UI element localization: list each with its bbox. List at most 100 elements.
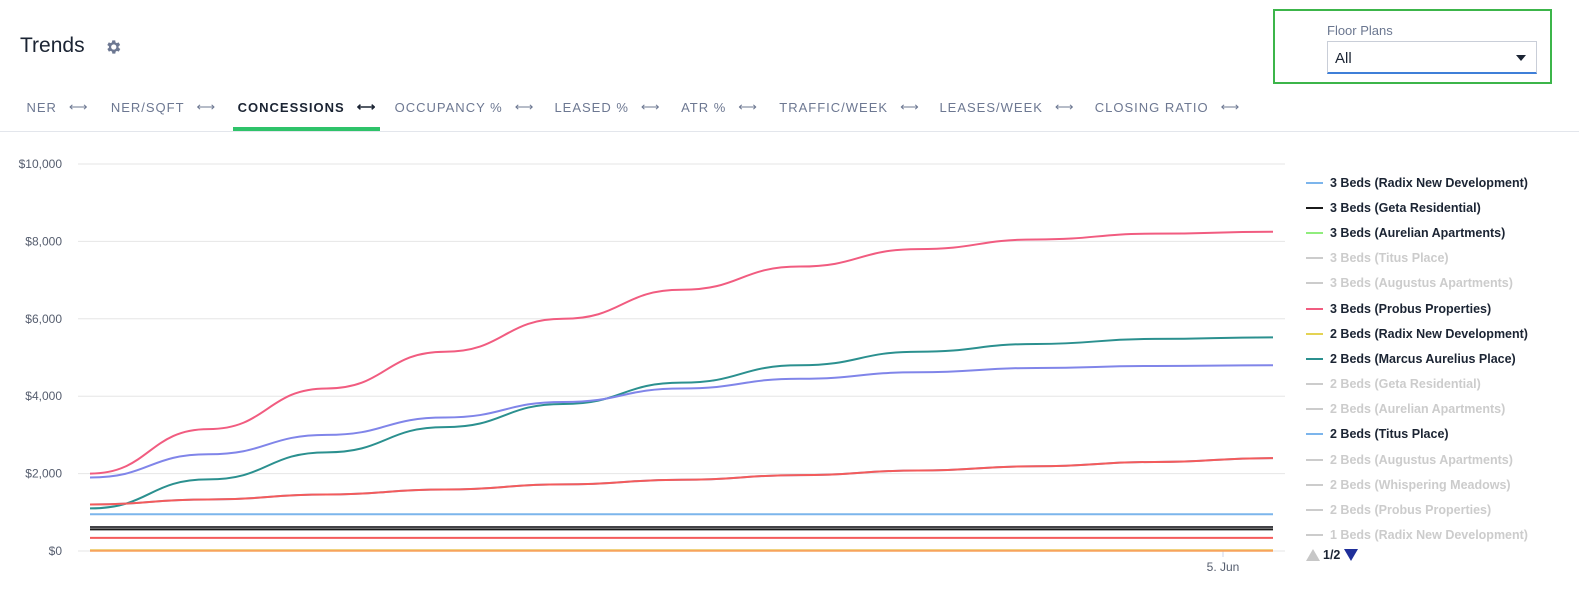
series-line-2[interactable] xyxy=(89,364,1274,479)
left-right-arrow-icon: ⟷ xyxy=(640,99,660,114)
legend-page-down-icon[interactable] xyxy=(1344,549,1359,561)
legend-item[interactable]: 1 Beds (Radix New Development) xyxy=(1306,523,1566,548)
legend-item[interactable]: 3 Beds (Probus Properties) xyxy=(1306,296,1566,321)
tab-concessions[interactable]: CONCESSIONS ⟷ xyxy=(233,85,380,131)
tab-label: NER/SQFT xyxy=(110,99,185,115)
gear-icon[interactable] xyxy=(104,38,122,56)
legend-pager: 1/2 xyxy=(1306,548,1359,562)
tab-leased[interactable]: LEASED % ⟷ xyxy=(549,85,665,129)
series-line-4[interactable] xyxy=(89,457,1274,506)
legend-swatch xyxy=(1306,307,1323,310)
left-right-arrow-icon: ⟷ xyxy=(738,99,757,114)
metric-tabs: NER ⟷ NER/SQFT ⟷ CONCESSIONS ⟷ OCCUPANCY % ⟷… xyxy=(0,85,1579,132)
legend-item[interactable]: 3 Beds (Aurelian Apartments) xyxy=(1306,220,1566,245)
chart-legend: 3 Beds (Radix New Development) 3 Beds (Ge… xyxy=(1306,170,1566,548)
legend-label: 2 Beds (Augustus Apartments) xyxy=(1330,452,1513,467)
page-title-text: Trends xyxy=(20,34,85,57)
legend-swatch xyxy=(1306,408,1323,411)
legend-label: 1 Beds (Radix New Development) xyxy=(1330,528,1528,543)
tab-label: NER xyxy=(26,99,57,115)
left-right-arrow-icon: ⟷ xyxy=(196,99,216,114)
chart-grid xyxy=(78,163,1285,552)
tab-label: CONCESSIONS xyxy=(237,99,345,115)
tab-occupancy[interactable]: OCCUPANCY % ⟷ xyxy=(389,85,539,129)
legend-swatch xyxy=(1306,534,1323,537)
legend-label: 3 Beds (Probus Properties) xyxy=(1330,301,1492,316)
legend-page-indicator: 1/2 xyxy=(1323,548,1341,562)
legend-label: 3 Beds (Augustus Apartments) xyxy=(1330,276,1513,291)
legend-label: 2 Beds (Whispering Meadows) xyxy=(1330,477,1511,492)
y-tick-label: $4,000 xyxy=(25,389,62,403)
legend-swatch xyxy=(1306,206,1323,209)
legend-label: 2 Beds (Marcus Aurelius Place) xyxy=(1330,351,1516,366)
legend-page-up-icon[interactable] xyxy=(1306,549,1320,561)
legend-item[interactable]: 3 Beds (Geta Residential) xyxy=(1306,195,1566,220)
legend-label: 2 Beds (Probus Properties) xyxy=(1330,503,1492,518)
y-tick-label: $8,000 xyxy=(25,234,62,248)
legend-swatch xyxy=(1306,458,1323,461)
legend-item[interactable]: 2 Beds (Radix New Development) xyxy=(1306,321,1566,346)
tab-label: LEASES/WEEK xyxy=(939,99,1043,115)
x-axis-labels: 5. Jun xyxy=(1207,551,1240,574)
tab-label: CLOSING RATIO xyxy=(1094,99,1209,115)
legend-swatch xyxy=(1306,433,1323,436)
legend-label: 2 Beds (Titus Place) xyxy=(1330,427,1449,442)
tab-closing-ratio[interactable]: CLOSING RATIO ⟷ xyxy=(1090,85,1244,129)
left-right-arrow-icon: ⟷ xyxy=(514,99,534,114)
legend-label: 2 Beds (Geta Residential) xyxy=(1330,377,1481,392)
legend-label: 3 Beds (Radix New Development) xyxy=(1330,175,1528,190)
legend-item[interactable]: 2 Beds (Probus Properties) xyxy=(1306,497,1566,522)
left-right-arrow-icon: ⟷ xyxy=(1054,99,1074,114)
legend-swatch xyxy=(1306,509,1323,512)
chart-series xyxy=(89,230,1274,552)
legend-item[interactable]: 2 Beds (Whispering Meadows) xyxy=(1306,472,1566,497)
series-line-1[interactable] xyxy=(89,336,1274,510)
y-tick-label: $2,000 xyxy=(25,467,62,481)
series-line-0[interactable] xyxy=(89,230,1274,475)
x-tick-label: 5. Jun xyxy=(1207,560,1240,574)
y-tick-label: $6,000 xyxy=(25,312,62,326)
legend-item[interactable]: 3 Beds (Radix New Development) xyxy=(1306,170,1566,195)
left-right-arrow-icon: ⟷ xyxy=(68,99,88,114)
legend-label: 3 Beds (Titus Place) xyxy=(1330,251,1449,266)
legend-item[interactable]: 2 Beds (Aurelian Apartments) xyxy=(1306,397,1566,422)
legend-label: 3 Beds (Aurelian Apartments) xyxy=(1330,225,1506,240)
legend-item[interactable]: 2 Beds (Titus Place) xyxy=(1306,422,1566,447)
legend-label: 3 Beds (Geta Residential) xyxy=(1330,200,1481,215)
left-right-arrow-icon: ⟷ xyxy=(1220,99,1240,114)
tab-label: ATR % xyxy=(681,99,727,115)
legend-swatch xyxy=(1306,483,1323,486)
floor-plans-label: Floor Plans xyxy=(1327,23,1393,38)
legend-item[interactable]: 2 Beds (Augustus Apartments) xyxy=(1306,447,1566,472)
tab-atr[interactable]: ATR % ⟷ xyxy=(673,85,765,129)
tab-ner-sqft[interactable]: NER/SQFT ⟷ xyxy=(103,85,223,129)
legend-item[interactable]: 2 Beds (Marcus Aurelius Place) xyxy=(1306,346,1566,371)
floor-plans-value: All xyxy=(1335,50,1352,67)
legend-swatch xyxy=(1306,332,1323,335)
floor-plans-filter: Floor Plans All xyxy=(1273,9,1552,84)
concessions-line-chart: $0 $2,000 $4,000 $6,000 $8,000 $10,000 5. Jun xyxy=(19,157,1285,574)
legend-swatch xyxy=(1306,231,1323,234)
legend-label: 2 Beds (Radix New Development) xyxy=(1330,326,1528,341)
tab-label: LEASED % xyxy=(554,99,629,115)
legend-label: 2 Beds (Aurelian Apartments) xyxy=(1330,402,1506,417)
y-tick-label: $10,000 xyxy=(19,157,63,171)
floor-plans-select[interactable]: All xyxy=(1327,41,1537,74)
left-right-arrow-icon: ⟷ xyxy=(900,99,919,114)
tab-traffic-week[interactable]: TRAFFIC/WEEK ⟷ xyxy=(773,85,925,129)
page-title: Trends xyxy=(20,34,85,58)
y-tick-label: $0 xyxy=(49,544,63,558)
caret-down-icon xyxy=(1516,55,1526,61)
legend-swatch xyxy=(1306,357,1323,360)
y-axis-labels: $0 $2,000 $4,000 $6,000 $8,000 $10,000 xyxy=(19,157,63,558)
legend-item[interactable]: 3 Beds (Titus Place) xyxy=(1306,246,1566,271)
tab-ner[interactable]: NER ⟷ xyxy=(17,85,97,129)
legend-swatch xyxy=(1306,282,1323,285)
legend-swatch xyxy=(1306,383,1323,386)
tab-leases-week[interactable]: LEASES/WEEK ⟷ xyxy=(934,85,1079,129)
legend-swatch xyxy=(1306,257,1323,260)
tab-label: TRAFFIC/WEEK xyxy=(779,99,889,115)
legend-item[interactable]: 3 Beds (Augustus Apartments) xyxy=(1306,271,1566,296)
tab-label: OCCUPANCY % xyxy=(394,99,503,115)
legend-item[interactable]: 2 Beds (Geta Residential) xyxy=(1306,372,1566,397)
